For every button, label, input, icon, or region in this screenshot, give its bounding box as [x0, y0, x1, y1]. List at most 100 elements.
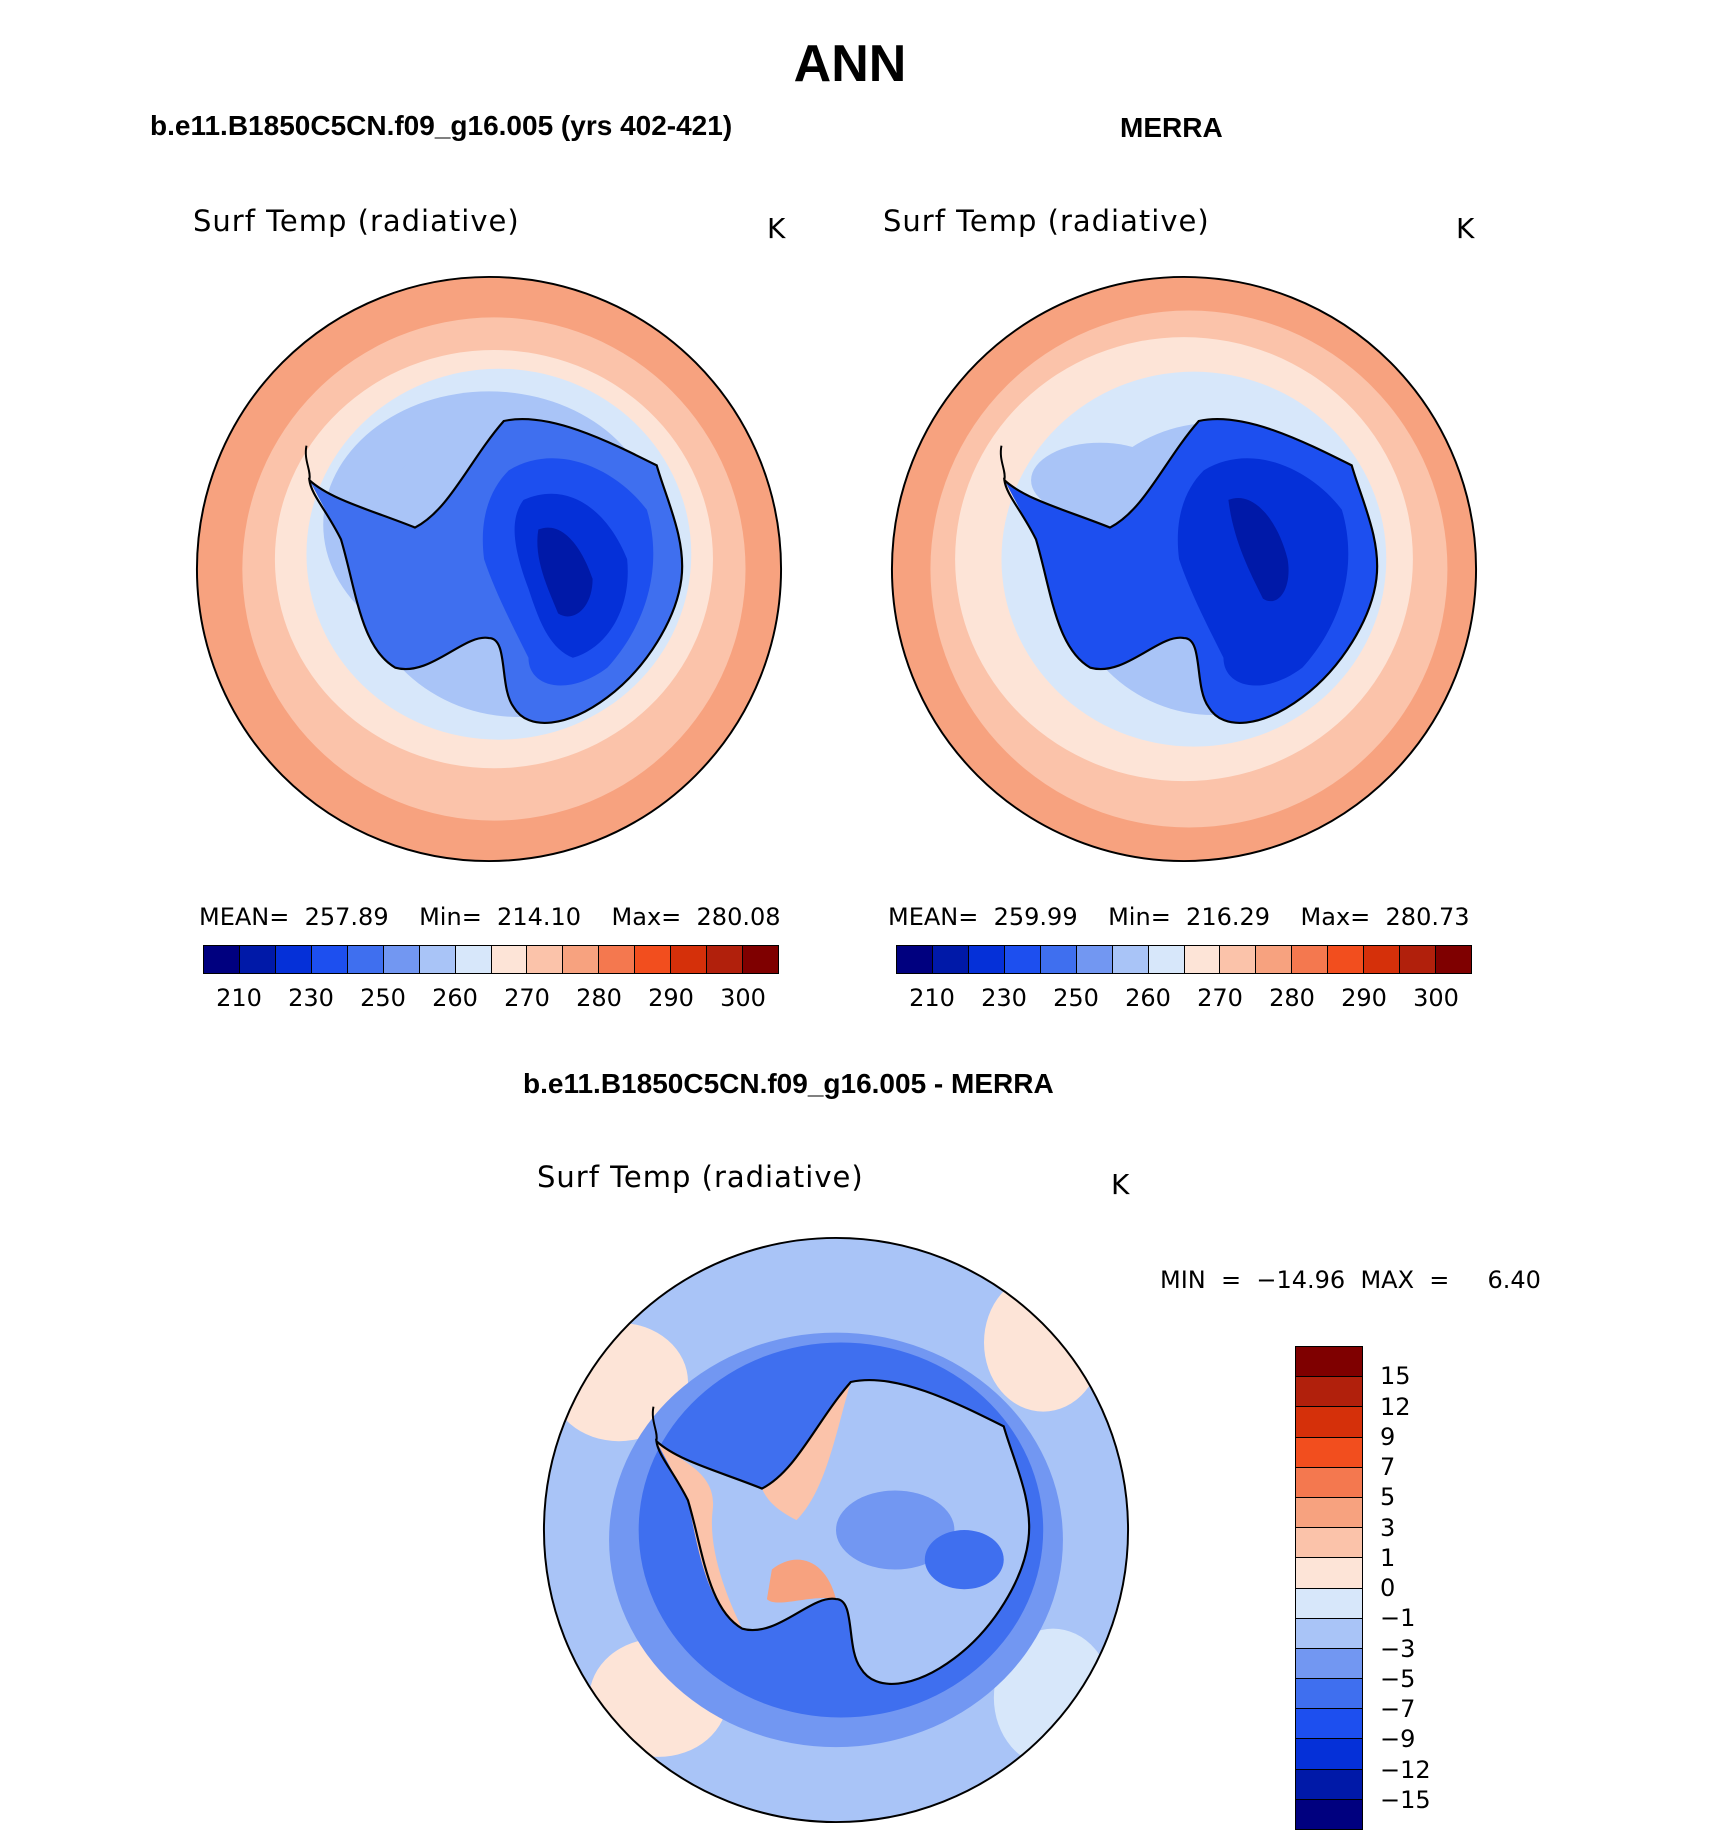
colorbar-swatch — [897, 946, 933, 973]
panel-2-colorbar-ticks: 210 230 250 260 270 280 290 300 — [896, 984, 1472, 1014]
colorbar-tick-label: 280 — [1269, 984, 1315, 1012]
colorbar-tick-label: 270 — [1197, 984, 1243, 1012]
colorbar-tick-label: 250 — [360, 984, 406, 1012]
panel-3-stats: MIN = −14.96 MAX = 6.40 — [1160, 1266, 1541, 1294]
colorbar-swatch — [1364, 946, 1401, 973]
panel-2-units: K — [1456, 212, 1475, 245]
colorbar-tick-label: 250 — [1053, 984, 1099, 1012]
colorbar-swatch — [1296, 1347, 1362, 1378]
colorbar-swatch — [671, 946, 708, 973]
panel-1-stats: MEAN= 257.89 Min= 214.10 Max= 280.08 — [199, 903, 781, 931]
colorbar-swatch — [1328, 946, 1365, 973]
colorbar-swatch — [1292, 946, 1329, 973]
colorbar-swatch — [1296, 1588, 1362, 1619]
colorbar-level-label: 9 — [1380, 1422, 1396, 1451]
panel-3-field-label: Surf Temp (radiative) — [537, 1160, 864, 1194]
colorbar-swatch — [968, 946, 1005, 973]
panel-1-polar-map — [195, 275, 783, 863]
colorbar-level-label: −5 — [1380, 1664, 1416, 1693]
colorbar-swatch — [635, 946, 672, 973]
panel-2-header: MERRA — [1120, 112, 1223, 143]
colorbar-swatch — [599, 946, 636, 973]
colorbar-swatch — [347, 946, 384, 973]
colorbar-tick-label: 290 — [1341, 984, 1387, 1012]
colorbar-swatch — [239, 946, 276, 973]
colorbar-level-label: 3 — [1380, 1513, 1396, 1542]
panel-2-polar-map — [890, 275, 1478, 863]
colorbar-tick-label: 260 — [1125, 984, 1171, 1012]
colorbar-swatch — [1296, 1377, 1362, 1408]
colorbar-swatch — [311, 946, 348, 973]
panel-3-colorbar-labels: 15 12 9 7 5 3 1 0 −1 −3 −5 −7 −9 −12 −15 — [1380, 1346, 1500, 1830]
panel-1-field-label: Surf Temp (radiative) — [193, 204, 520, 238]
colorbar-tick-label: 260 — [432, 984, 478, 1012]
colorbar-swatch — [527, 946, 564, 973]
map-boundary — [195, 275, 783, 863]
colorbar-swatch — [1400, 946, 1437, 973]
colorbar-level-label: 0 — [1380, 1574, 1396, 1602]
colorbar-swatch — [1296, 1648, 1362, 1680]
colorbar-swatch — [491, 946, 528, 973]
colorbar-swatch — [743, 946, 778, 973]
colorbar-level-label: 7 — [1380, 1453, 1396, 1481]
panel-3-polar-map — [542, 1236, 1130, 1824]
colorbar-level-label: −3 — [1380, 1634, 1416, 1663]
colorbar-swatch — [1296, 1407, 1362, 1438]
colorbar-level-label: −15 — [1380, 1785, 1431, 1814]
antarctica-coastline — [307, 418, 684, 724]
colorbar-tick-label: 300 — [720, 984, 766, 1012]
colorbar-level-label: 5 — [1380, 1483, 1396, 1512]
panel-2-field-label: Surf Temp (radiative) — [883, 204, 1210, 238]
colorbar-swatch — [1436, 946, 1471, 973]
colorbar-swatch — [1040, 946, 1077, 973]
colorbar-swatch — [275, 946, 312, 973]
colorbar-tick-label: 210 — [216, 984, 262, 1012]
colorbar-swatch — [1004, 946, 1041, 973]
colorbar-level-label: −9 — [1380, 1725, 1416, 1754]
colorbar-swatch — [707, 946, 744, 973]
colorbar-swatch — [1296, 1769, 1362, 1800]
colorbar-swatch — [1296, 1437, 1362, 1468]
colorbar-level-label: −1 — [1380, 1604, 1416, 1633]
colorbar-swatch — [1256, 946, 1293, 973]
colorbar-swatch — [1296, 1739, 1362, 1770]
panel-3-units: K — [1111, 1168, 1130, 1201]
colorbar-swatch — [1296, 1679, 1362, 1710]
colorbar-tick-label: 230 — [288, 984, 334, 1012]
colorbar-swatch — [1296, 1799, 1362, 1829]
colorbar-swatch — [1112, 946, 1149, 973]
page-title: ANN — [793, 35, 907, 93]
colorbar-level-label: −12 — [1380, 1755, 1431, 1784]
colorbar-swatch — [455, 946, 492, 973]
colorbar-swatch — [1296, 1497, 1362, 1529]
panel-3-colorbar — [1295, 1346, 1363, 1830]
colorbar-swatch — [1296, 1558, 1362, 1589]
colorbar-swatch — [932, 946, 969, 973]
colorbar-swatch — [1296, 1467, 1362, 1498]
panel-2-colorbar — [896, 945, 1472, 974]
panel-1-header: b.e11.B1850C5CN.f09_g16.005 (yrs 402-421… — [150, 110, 733, 141]
colorbar-tick-label: 290 — [648, 984, 694, 1012]
colorbar-level-label: 1 — [1380, 1543, 1396, 1572]
colorbar-tick-label: 300 — [1413, 984, 1459, 1012]
colorbar-swatch — [563, 946, 600, 973]
colorbar-swatch — [1184, 946, 1221, 973]
colorbar-level-label: 12 — [1380, 1392, 1411, 1421]
panel-1-units: K — [767, 212, 786, 245]
colorbar-swatch — [1076, 946, 1113, 973]
colorbar-swatch — [1148, 946, 1185, 973]
colorbar-swatch — [383, 946, 420, 973]
colorbar-swatch — [1296, 1709, 1362, 1740]
colorbar-tick-label: 270 — [504, 984, 550, 1012]
colorbar-swatch — [1296, 1528, 1362, 1559]
panel-3-header: b.e11.B1850C5CN.f09_g16.005 - MERRA — [523, 1068, 1054, 1099]
colorbar-tick-label: 210 — [909, 984, 955, 1012]
panel-2-stats: MEAN= 259.99 Min= 216.29 Max= 280.73 — [888, 903, 1470, 931]
colorbar-swatch — [419, 946, 456, 973]
panel-1-colorbar-ticks: 210 230 250 260 270 280 290 300 — [203, 984, 779, 1014]
colorbar-swatch — [1220, 946, 1257, 973]
colorbar-level-label: 15 — [1380, 1362, 1411, 1391]
colorbar-swatch — [1296, 1618, 1362, 1649]
colorbar-tick-label: 230 — [981, 984, 1027, 1012]
colorbar-swatch — [204, 946, 240, 973]
